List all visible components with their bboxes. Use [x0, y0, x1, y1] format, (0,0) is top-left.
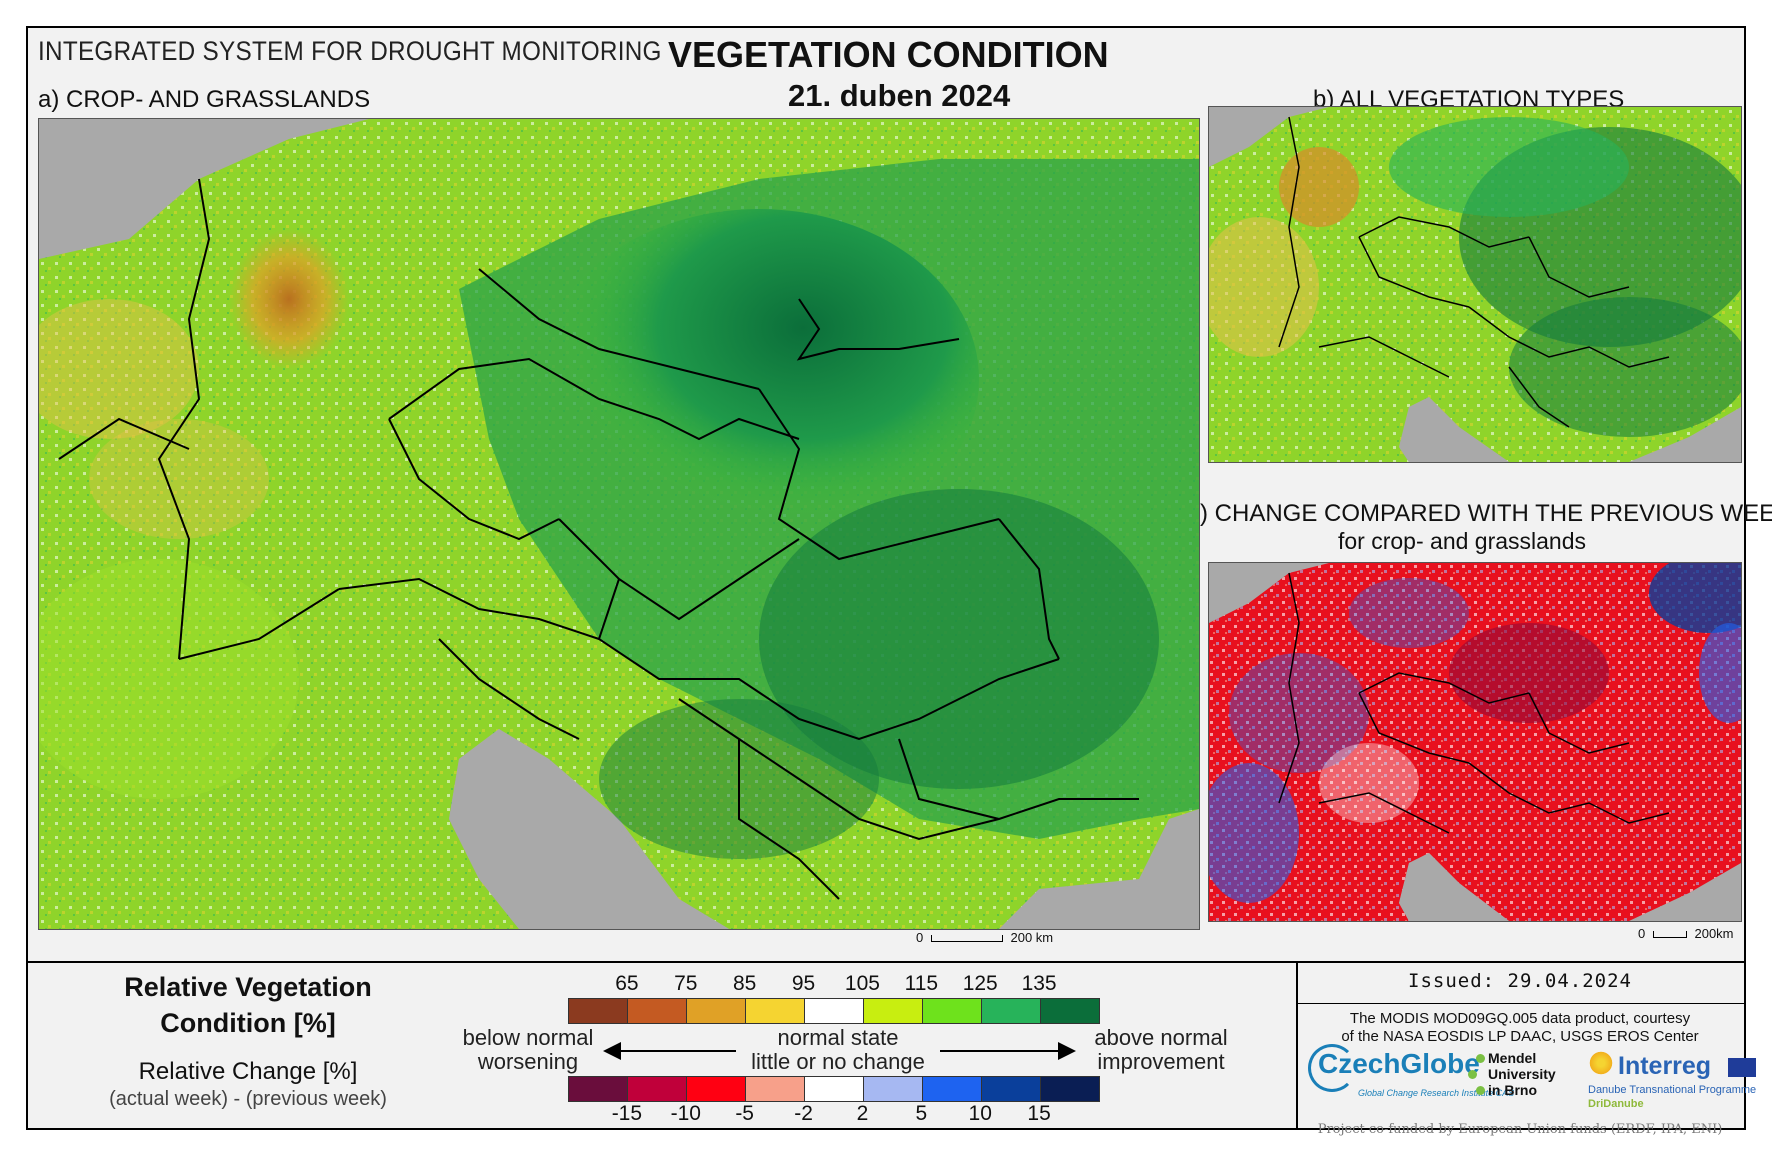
rvc-swatch: [805, 999, 864, 1023]
mendel-logo: Mendel University in Brno: [1488, 1050, 1556, 1098]
rvc-tick-label: 65: [615, 972, 639, 995]
rc-tick-label: -5: [735, 1102, 754, 1125]
rvc-tick-label: 85: [732, 972, 757, 995]
czechglobe-logo: CzechGlobe: [1318, 1048, 1480, 1079]
arrow-right-icon: [1058, 1042, 1076, 1060]
legend-divider: [1296, 961, 1298, 1130]
arrow-left-shaft: [616, 1050, 736, 1052]
scalebar-c-end: 200km: [1694, 926, 1734, 941]
panel-c-sublabel: for crop- and grasslands: [1338, 528, 1587, 554]
rvc-swatch: [864, 999, 923, 1023]
rc-swatch: [569, 1077, 628, 1101]
rvc-tick-label: 135: [1021, 972, 1057, 995]
rvc-swatch: [982, 999, 1041, 1023]
scalebar-a-end: 200 km: [1010, 930, 1054, 945]
normal-state-label: normal state: [777, 1025, 899, 1050]
date-title: 21. duben 2024: [788, 78, 1011, 113]
issued-date: Issued: 29.04.2024: [1408, 970, 1632, 992]
rc-tick-label: -10: [670, 1102, 701, 1125]
rvc-tick-label: 125: [962, 972, 998, 995]
rvc-tick-label: 95: [791, 972, 816, 995]
mendel-dot-icon: [1468, 1070, 1477, 1079]
rc-swatch: [1041, 1077, 1099, 1101]
rvc-swatch: [923, 999, 982, 1023]
czechglobe-logo-arc: [1308, 1044, 1356, 1092]
credit-line1: The MODIS MOD09GQ.005 data product, cour…: [1349, 1010, 1691, 1027]
rvc-swatch: [746, 999, 805, 1023]
rc-subtitle: (actual week) - (previous week): [109, 1088, 387, 1110]
normal-state-text: normal state little or no change: [743, 1026, 933, 1074]
mendel-logo-line2: University: [1488, 1066, 1556, 1082]
rc-tick-label: 2: [856, 1102, 869, 1125]
figure-frame: INTEGRATED SYSTEM FOR DROUGHT MONITORING…: [26, 26, 1772, 1137]
above-normal-text: above normal improvement: [1076, 1026, 1246, 1074]
improvement-label: improvement: [1097, 1049, 1225, 1074]
map-crop-grasslands: [38, 118, 1200, 930]
no-change-label: little or no change: [751, 1049, 925, 1074]
interreg-sun-icon: [1588, 1050, 1614, 1076]
eu-flag-icon: [1728, 1058, 1756, 1077]
mendel-dot-icon: [1476, 1086, 1485, 1095]
below-normal-label: below normal: [462, 1025, 594, 1050]
rvc-title-line2: Condition [%]: [160, 1008, 336, 1038]
below-normal-text: below normal worsening: [438, 1026, 618, 1074]
rc-swatch: [687, 1077, 746, 1101]
scalebar-c: 0 200km: [1638, 926, 1734, 941]
rc-tick-label: 15: [1027, 1102, 1051, 1125]
rc-swatch: [982, 1077, 1041, 1101]
system-title: INTEGRATED SYSTEM FOR DROUGHT MONITORING: [38, 36, 662, 66]
rvc-tick-label: 115: [904, 972, 939, 995]
rvc-swatch: [687, 999, 746, 1023]
czechglobe-logo-subtitle: Global Change Research Institute CAS: [1358, 1088, 1515, 1098]
rc-swatch: [923, 1077, 982, 1101]
above-normal-label: above normal: [1094, 1025, 1228, 1050]
rc-colorbar: [568, 1076, 1100, 1102]
interreg-logo-subtitle: Danube Transnational Programme: [1588, 1084, 1757, 1096]
scalebar-c-zero: 0: [1638, 926, 1646, 941]
rc-swatch: [864, 1077, 923, 1101]
rvc-tick-label: 105: [844, 972, 880, 995]
arrow-right-shaft: [940, 1050, 1060, 1052]
rc-tick-label: 10: [968, 1102, 992, 1125]
rvc-ticks: 65 75 85 95 105 115 125 135: [568, 972, 1108, 998]
mendel-logo-line3: in Brno: [1488, 1082, 1537, 1098]
map-all-vegetation: [1208, 106, 1742, 463]
rvc-swatch: [1041, 999, 1099, 1023]
rvc-title-line1: Relative Vegetation: [124, 972, 372, 1002]
scalebar-a: 0 200 km: [916, 930, 1053, 945]
worsening-label: worsening: [477, 1049, 579, 1074]
panel-c-label: c) CHANGE COMPARED WITH THE PREVIOUS WEE…: [1188, 500, 1772, 527]
rc-tick-label: -2: [794, 1102, 813, 1125]
rc-ticks: -15 -10 -5 -2 2 5 10 15: [568, 1102, 1108, 1128]
rvc-swatch: [569, 999, 628, 1023]
credit-line2: of the NASA EOSDIS LP DAAC, USGS EROS Ce…: [1341, 1028, 1699, 1045]
rvc-colorbar: [568, 998, 1100, 1024]
map-weekly-change: [1208, 562, 1742, 922]
rvc-tick-label: 75: [674, 972, 698, 995]
scalebar-a-zero: 0: [916, 930, 924, 945]
rc-swatch: [628, 1077, 687, 1101]
interreg-logo: Interreg: [1618, 1052, 1712, 1080]
rc-swatch: [746, 1077, 805, 1101]
rc-title: Relative Change [%]: [138, 1058, 358, 1085]
dridanube-logo: DriDanube: [1588, 1098, 1644, 1110]
cofunding-note: Project co-funded by European Union fund…: [1317, 1122, 1723, 1137]
arrow-left-icon: [603, 1042, 621, 1060]
rc-swatch: [805, 1077, 864, 1101]
rvc-swatch: [628, 999, 687, 1023]
mendel-logo-line1: Mendel: [1488, 1050, 1537, 1066]
panel-a-label: a) CROP- AND GRASSLANDS: [38, 86, 371, 113]
rc-tick-label: -15: [611, 1102, 643, 1125]
rc-tick-label: 5: [915, 1102, 928, 1125]
issued-divider: [1296, 1003, 1744, 1004]
main-title: VEGETATION CONDITION: [668, 34, 1109, 75]
mendel-dot-icon: [1476, 1054, 1485, 1063]
legend-area: [28, 961, 1744, 1132]
